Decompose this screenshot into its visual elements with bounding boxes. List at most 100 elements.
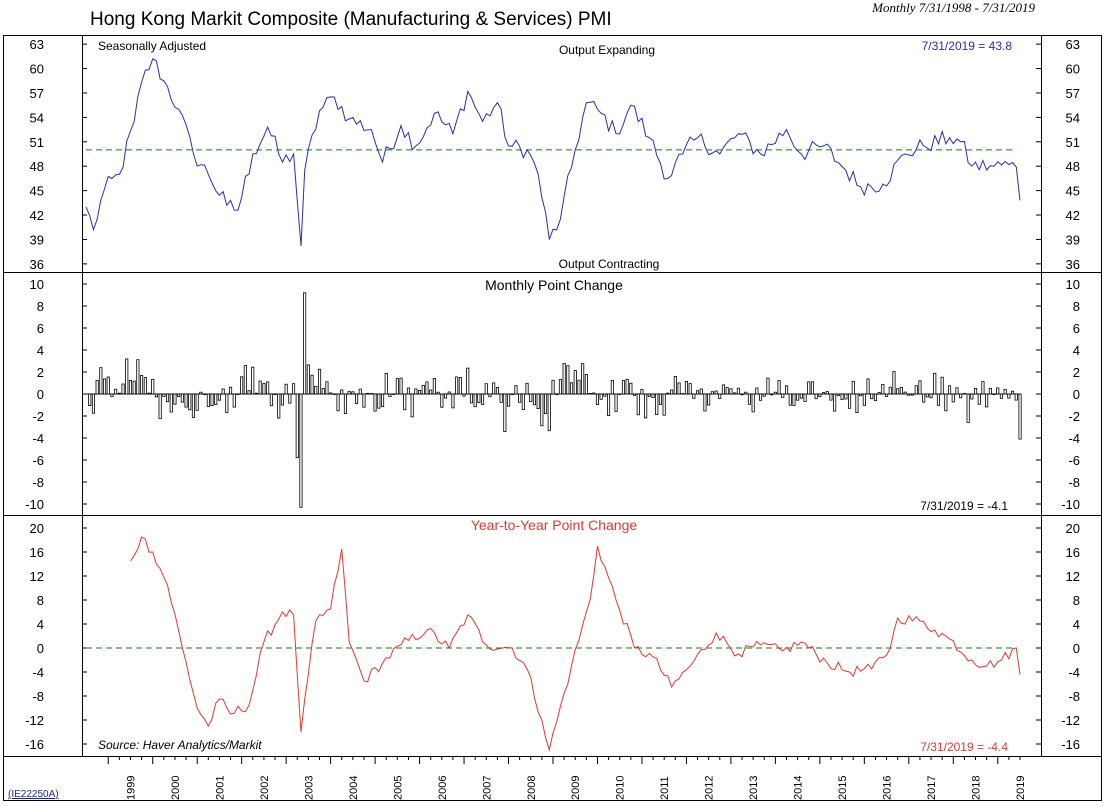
y-tick-label-right: 36 xyxy=(1066,257,1080,272)
monthly-change-bar xyxy=(985,393,989,408)
monthly-change-bar xyxy=(506,393,511,407)
monthly-change-bar xyxy=(228,386,233,395)
monthly-change-bar xyxy=(566,365,570,395)
monthly-change-title: Monthly Point Change xyxy=(485,277,623,293)
monthly-change-bar xyxy=(547,393,551,432)
monthly-change-bar xyxy=(499,393,503,403)
y-tick-label-left: 54 xyxy=(30,110,44,125)
monthly-change-bar xyxy=(180,393,184,403)
y-tick-label-left: 0 xyxy=(37,641,44,656)
monthly-change-bar xyxy=(503,393,507,432)
y-tick-label-left: 63 xyxy=(30,37,44,52)
monthly-change-bar xyxy=(1018,393,1022,440)
monthly-change-bar xyxy=(362,393,366,408)
monthly-change-bar xyxy=(862,393,866,406)
monthly-change-bar xyxy=(848,393,852,409)
monthly-change-bar xyxy=(740,393,744,396)
monthly-change-bar xyxy=(662,393,666,416)
y-tick-label-right: 60 xyxy=(1066,62,1080,77)
monthly-change-bar xyxy=(844,393,848,400)
y-tick-label-right: 2 xyxy=(1073,365,1080,380)
monthly-change-bar xyxy=(258,380,262,395)
monthly-change-bar xyxy=(221,388,225,395)
y-tick-label-left: 42 xyxy=(30,208,44,223)
monthly-change-bar xyxy=(117,392,121,395)
monthly-change-bar xyxy=(718,393,722,399)
y-tick-label-left: 0 xyxy=(37,387,44,402)
monthly-change-bar xyxy=(425,381,429,395)
monthly-change-bar xyxy=(395,378,399,395)
monthly-change-bar xyxy=(977,393,981,405)
monthly-change-bar xyxy=(243,365,247,395)
monthly-change-bar xyxy=(792,393,796,406)
y-tick-label-left: -2 xyxy=(32,409,44,424)
y-tick-label-left: 6 xyxy=(37,321,44,336)
monthly-change-bar xyxy=(588,392,592,395)
year-change-series-line xyxy=(130,536,1021,752)
y-tick-label-left: 4 xyxy=(37,343,44,358)
monthly-change-bar xyxy=(788,393,792,406)
date-range-label: Monthly 7/31/1998 - 7/31/2019 xyxy=(872,0,1035,15)
monthly-change-bar xyxy=(443,393,448,399)
monthly-change-bar xyxy=(410,393,414,418)
monthly-change-bar xyxy=(621,380,625,395)
monthly-change-bar xyxy=(1007,393,1011,399)
monthly-change-bar xyxy=(351,391,355,395)
y-tick-label-left: -4 xyxy=(32,431,44,446)
monthly-change-bar xyxy=(521,393,525,410)
monthly-change-bar xyxy=(343,393,347,414)
monthly-change-bar xyxy=(332,393,336,395)
series-code-link[interactable]: (IE22250A) xyxy=(8,789,59,800)
y-tick-label-left: 51 xyxy=(30,135,44,150)
monthly-change-bar xyxy=(859,393,863,397)
monthly-change-bar xyxy=(988,387,992,395)
monthly-change-bar xyxy=(681,393,685,395)
y-tick-label-left: -4 xyxy=(32,665,44,680)
monthly-change-bar xyxy=(514,385,518,395)
monthly-change-bar xyxy=(125,358,129,395)
monthly-change-bar xyxy=(291,383,296,395)
monthly-change-bar xyxy=(377,393,381,409)
y-tick-label-right: 54 xyxy=(1066,110,1080,125)
monthly-change-bar xyxy=(696,390,700,395)
y-tick-label-left: 60 xyxy=(30,62,44,77)
monthly-change-bar xyxy=(744,391,748,395)
monthly-change-bar xyxy=(640,389,644,395)
y-tick-label-right: 12 xyxy=(1066,569,1080,584)
y-tick-label-left: 20 xyxy=(30,521,44,536)
monthly-change-bar xyxy=(581,363,585,395)
monthly-change-bar xyxy=(544,393,548,414)
y-tick-label-left: -12 xyxy=(25,713,44,728)
monthly-change-bar xyxy=(466,367,470,395)
monthly-change-bar xyxy=(317,368,322,395)
monthly-change-bar xyxy=(599,393,603,400)
monthly-change-bar xyxy=(807,381,811,395)
monthly-change-bar xyxy=(836,393,840,397)
x-tick-label-year: 2001 xyxy=(214,776,226,800)
monthly-change-bar xyxy=(284,383,288,395)
y-tick-label-right: 4 xyxy=(1073,617,1080,632)
y-tick-label-right: 39 xyxy=(1066,232,1080,247)
seasonally-adjusted-note: Seasonally Adjusted xyxy=(98,39,206,53)
y-tick-label-right: 20 xyxy=(1066,521,1080,536)
monthly-change-bar xyxy=(195,393,199,411)
monthly-change-bar xyxy=(633,393,637,396)
monthly-change-bar xyxy=(529,393,533,402)
y-tick-label-left: 45 xyxy=(30,184,44,199)
monthly-change-bar xyxy=(262,383,266,395)
chart-title: Hong Kong Markit Composite (Manufacturin… xyxy=(90,9,612,30)
y-tick-label-left: 8 xyxy=(37,299,44,314)
y-tick-label-right: 10 xyxy=(1066,277,1080,292)
monthly-change-bar xyxy=(974,387,978,395)
monthly-change-bar xyxy=(896,388,900,395)
monthly-change-bar xyxy=(710,391,714,395)
monthly-change-bar xyxy=(540,393,544,427)
x-tick-label-year: 2015 xyxy=(837,776,849,800)
monthly-change-bar xyxy=(288,393,292,404)
monthly-change-bar xyxy=(1003,388,1007,395)
monthly-change-bar xyxy=(822,392,826,395)
monthly-change-bar xyxy=(154,393,159,398)
monthly-change-bar xyxy=(273,393,277,395)
monthly-change-bar xyxy=(595,393,599,406)
x-tick-label-year: 2013 xyxy=(748,776,760,800)
